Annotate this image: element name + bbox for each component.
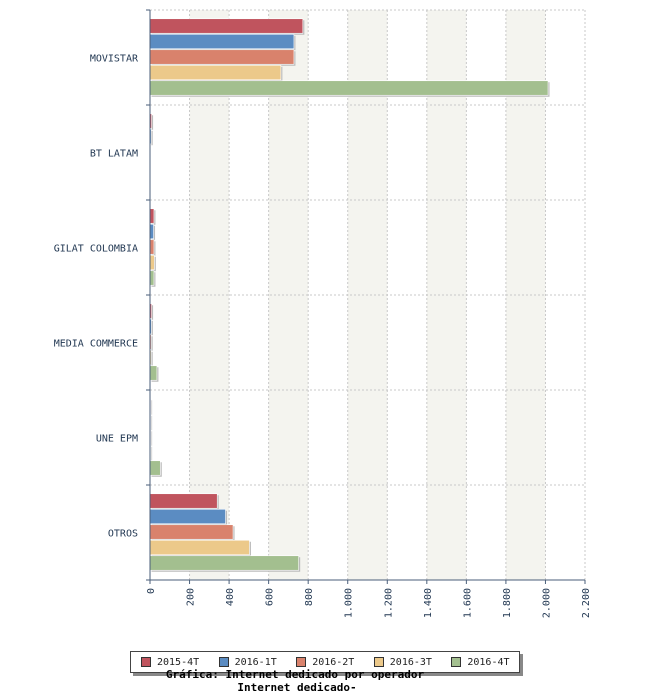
bar	[149, 239, 155, 255]
bar-shadow	[151, 320, 153, 336]
legend-item: 2016-3T	[373, 656, 442, 668]
bar	[149, 18, 304, 34]
legend-swatch	[373, 657, 384, 667]
x-tick-label: 600	[265, 588, 276, 606]
bar	[149, 365, 158, 381]
legend: 2015-4T 2016-1T 2016-2T 2016-3T 2016-4T	[130, 651, 520, 673]
bar	[149, 223, 154, 240]
bar	[149, 493, 218, 509]
bar	[149, 460, 161, 476]
bar	[149, 208, 155, 224]
bar	[149, 539, 250, 556]
bar	[149, 64, 282, 81]
x-tick-label: 800	[304, 588, 315, 606]
chart-subcaption: Internet dedicado-	[237, 681, 357, 694]
bar	[149, 254, 155, 271]
chart-area: MOVISTAR BT LATAM GILAT COLOMBIA MEDIA COMM…	[54, 9, 592, 618]
x-tick-label: 2.000	[541, 588, 552, 618]
bar	[149, 33, 295, 50]
bar-shadow	[151, 446, 153, 462]
bar-shadow	[151, 115, 154, 130]
legend-item: 2016-2T	[296, 657, 364, 668]
bar	[149, 270, 155, 286]
legend-label: 2016-1T	[234, 656, 277, 668]
x-tick-label: 1.600	[462, 588, 473, 618]
legend-item: 2015-4T	[141, 657, 209, 668]
bar	[149, 508, 226, 525]
category-label: GILAT COLOMBIA	[54, 244, 138, 255]
bar-shadow	[151, 351, 153, 367]
bar-shadow	[151, 336, 153, 351]
legend-swatch	[218, 657, 229, 667]
bar	[149, 555, 299, 571]
x-tick-label: 400	[225, 588, 236, 606]
legend-swatch	[141, 657, 151, 667]
x-tick-label: 0	[146, 588, 157, 594]
chart-caption: Gráfica: Internet dedicado por operador	[165, 668, 425, 681]
bar-shadow	[151, 400, 153, 415]
category-label: MEDIA COMMERCE	[54, 339, 138, 350]
x-tick-label: 1.200	[383, 588, 394, 618]
bar	[149, 524, 234, 540]
x-tick-label: 1.800	[502, 588, 513, 618]
bar-shadow	[151, 305, 154, 320]
bar-shadow	[151, 415, 153, 431]
category-label: BT LATAM	[90, 149, 138, 160]
category-label: MOVISTAR	[90, 54, 139, 65]
x-tick-label: 1.400	[423, 588, 434, 618]
bar	[149, 49, 295, 65]
legend-item: 2016-4T	[451, 657, 519, 668]
bar-shadow	[151, 130, 153, 146]
legend-swatch	[296, 657, 307, 667]
bar-shadow	[151, 431, 153, 446]
legend-label: 2016-4T	[467, 656, 510, 668]
legend-label: 2016-3T	[389, 656, 432, 668]
x-tick-label: 1.000	[344, 588, 355, 618]
category-label: UNE EPM	[96, 434, 138, 445]
legend-swatch	[451, 657, 462, 667]
bar	[149, 80, 549, 96]
x-tick-label: 2.200	[581, 588, 592, 618]
legend-label: 2015-4T	[157, 656, 200, 668]
category-label: OTROS	[108, 529, 138, 540]
legend-label: 2016-2T	[312, 656, 355, 668]
x-tick-label: 200	[186, 588, 197, 606]
legend-item: 2016-1T	[218, 656, 287, 668]
